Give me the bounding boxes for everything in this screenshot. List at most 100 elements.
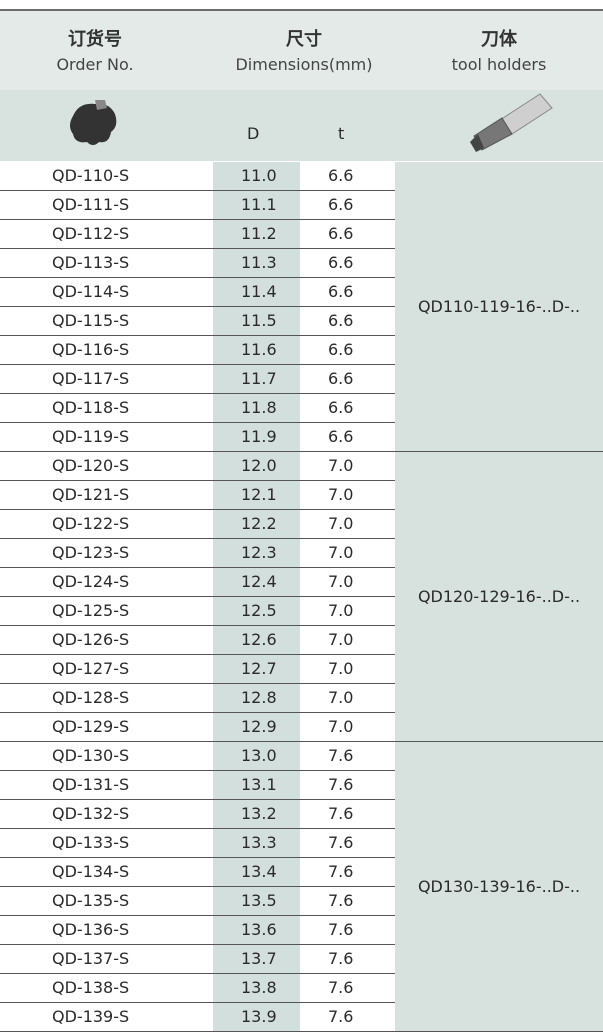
dimension-d: 13.6	[213, 916, 300, 945]
dimension-t: 7.0	[300, 684, 395, 713]
label: 订货号	[0, 25, 190, 51]
insert-icon	[65, 98, 121, 150]
dimension-t: 6.6	[300, 423, 395, 452]
dimension-d: 11.0	[213, 162, 300, 191]
dimension-t: 6.6	[300, 249, 395, 278]
dimension-d: 13.2	[213, 800, 300, 829]
dimension-d: 12.9	[213, 713, 300, 742]
dimension-t: 7.0	[300, 597, 395, 626]
table-row: QD-130-S13.07.6QD130-139-16-..D-..	[0, 742, 603, 771]
dimension-t: 7.6	[300, 858, 395, 887]
product-table: QD-110-S11.06.6QD110-119-16-..D-..QD-111…	[0, 162, 603, 1032]
order-no: QD-118-S	[0, 394, 213, 423]
dimension-t: 7.0	[300, 626, 395, 655]
dimension-d: 13.3	[213, 829, 300, 858]
dimension-d: 12.6	[213, 626, 300, 655]
order-header: 订货号 Order No.	[0, 11, 190, 74]
order-no: QD-110-S	[0, 162, 213, 191]
order-no: QD-111-S	[0, 191, 213, 220]
label: Dimensions(mm)	[213, 55, 395, 74]
order-no: QD-117-S	[0, 365, 213, 394]
order-no: QD-122-S	[0, 510, 213, 539]
table-row: QD-120-S12.07.0QD120-129-16-..D-..	[0, 452, 603, 481]
label: 尺寸	[213, 25, 395, 51]
dimension-t: 6.6	[300, 365, 395, 394]
holder: QD130-139-16-..D-..	[395, 742, 603, 1032]
dimension-d: 12.0	[213, 452, 300, 481]
dimension-d: 13.9	[213, 1003, 300, 1032]
header: 订货号 Order No. 尺寸 Dimensions(mm) 刀体 tool …	[0, 11, 603, 90]
dimension-d: 12.4	[213, 568, 300, 597]
label: Order No.	[0, 55, 190, 74]
order-no: QD-131-S	[0, 771, 213, 800]
dimension-d: 12.3	[213, 539, 300, 568]
label: 刀体	[395, 25, 603, 51]
dimension-d: 13.4	[213, 858, 300, 887]
table-row: QD-110-S11.06.6QD110-119-16-..D-..	[0, 162, 603, 191]
dimension-d: 12.5	[213, 597, 300, 626]
order-no: QD-138-S	[0, 974, 213, 1003]
order-no: QD-134-S	[0, 858, 213, 887]
order-no: QD-121-S	[0, 481, 213, 510]
dimension-d: 13.8	[213, 974, 300, 1003]
d-symbol: D	[247, 124, 259, 143]
order-no: QD-136-S	[0, 916, 213, 945]
dimension-d: 12.1	[213, 481, 300, 510]
dimension-d: 13.1	[213, 771, 300, 800]
order-no: QD-115-S	[0, 307, 213, 336]
dimension-t: 7.0	[300, 510, 395, 539]
order-no: QD-130-S	[0, 742, 213, 771]
dimension-t: 6.6	[300, 307, 395, 336]
order-no: QD-133-S	[0, 829, 213, 858]
holder: QD110-119-16-..D-..	[395, 162, 603, 452]
dimension-t: 7.6	[300, 916, 395, 945]
dimension-d: 11.4	[213, 278, 300, 307]
order-no: QD-123-S	[0, 539, 213, 568]
dimension-t: 7.0	[300, 655, 395, 684]
dimension-t: 7.6	[300, 887, 395, 916]
dimensions-header: 尺寸 Dimensions(mm)	[213, 11, 395, 74]
dimension-t: 7.0	[300, 481, 395, 510]
dimension-d: 11.8	[213, 394, 300, 423]
dimension-d: 13.0	[213, 742, 300, 771]
dimension-t: 7.0	[300, 539, 395, 568]
order-no: QD-132-S	[0, 800, 213, 829]
order-no: QD-137-S	[0, 945, 213, 974]
order-no: QD-135-S	[0, 887, 213, 916]
t-symbol: t	[338, 124, 344, 143]
holder-icon	[460, 90, 560, 156]
order-no: QD-139-S	[0, 1003, 213, 1032]
dimension-d: 13.5	[213, 887, 300, 916]
dimension-t: 6.6	[300, 394, 395, 423]
dimension-d: 12.2	[213, 510, 300, 539]
dimension-d: 11.7	[213, 365, 300, 394]
order-no: QD-119-S	[0, 423, 213, 452]
page: 订货号 Order No. 尺寸 Dimensions(mm) 刀体 tool …	[0, 0, 603, 1032]
dimension-t: 7.6	[300, 1003, 395, 1032]
dimension-t: 7.0	[300, 452, 395, 481]
dimension-t: 6.6	[300, 191, 395, 220]
dimension-t: 6.6	[300, 336, 395, 365]
order-no: QD-114-S	[0, 278, 213, 307]
dimension-t: 7.6	[300, 829, 395, 858]
dimension-t: 7.0	[300, 713, 395, 742]
order-no: QD-124-S	[0, 568, 213, 597]
icon-row: D t	[0, 90, 603, 161]
dimension-d: 11.6	[213, 336, 300, 365]
dimension-t: 7.0	[300, 568, 395, 597]
label: tool holders	[395, 55, 603, 74]
dimension-d: 11.5	[213, 307, 300, 336]
dimension-t: 6.6	[300, 220, 395, 249]
order-no: QD-125-S	[0, 597, 213, 626]
order-no: QD-126-S	[0, 626, 213, 655]
dimension-t: 7.6	[300, 945, 395, 974]
dimension-t: 6.6	[300, 278, 395, 307]
dimension-d: 11.9	[213, 423, 300, 452]
dimension-t: 7.6	[300, 974, 395, 1003]
order-no: QD-116-S	[0, 336, 213, 365]
order-no: QD-112-S	[0, 220, 213, 249]
order-no: QD-128-S	[0, 684, 213, 713]
dimension-t: 7.6	[300, 771, 395, 800]
dimension-t: 7.6	[300, 800, 395, 829]
holder: QD120-129-16-..D-..	[395, 452, 603, 742]
